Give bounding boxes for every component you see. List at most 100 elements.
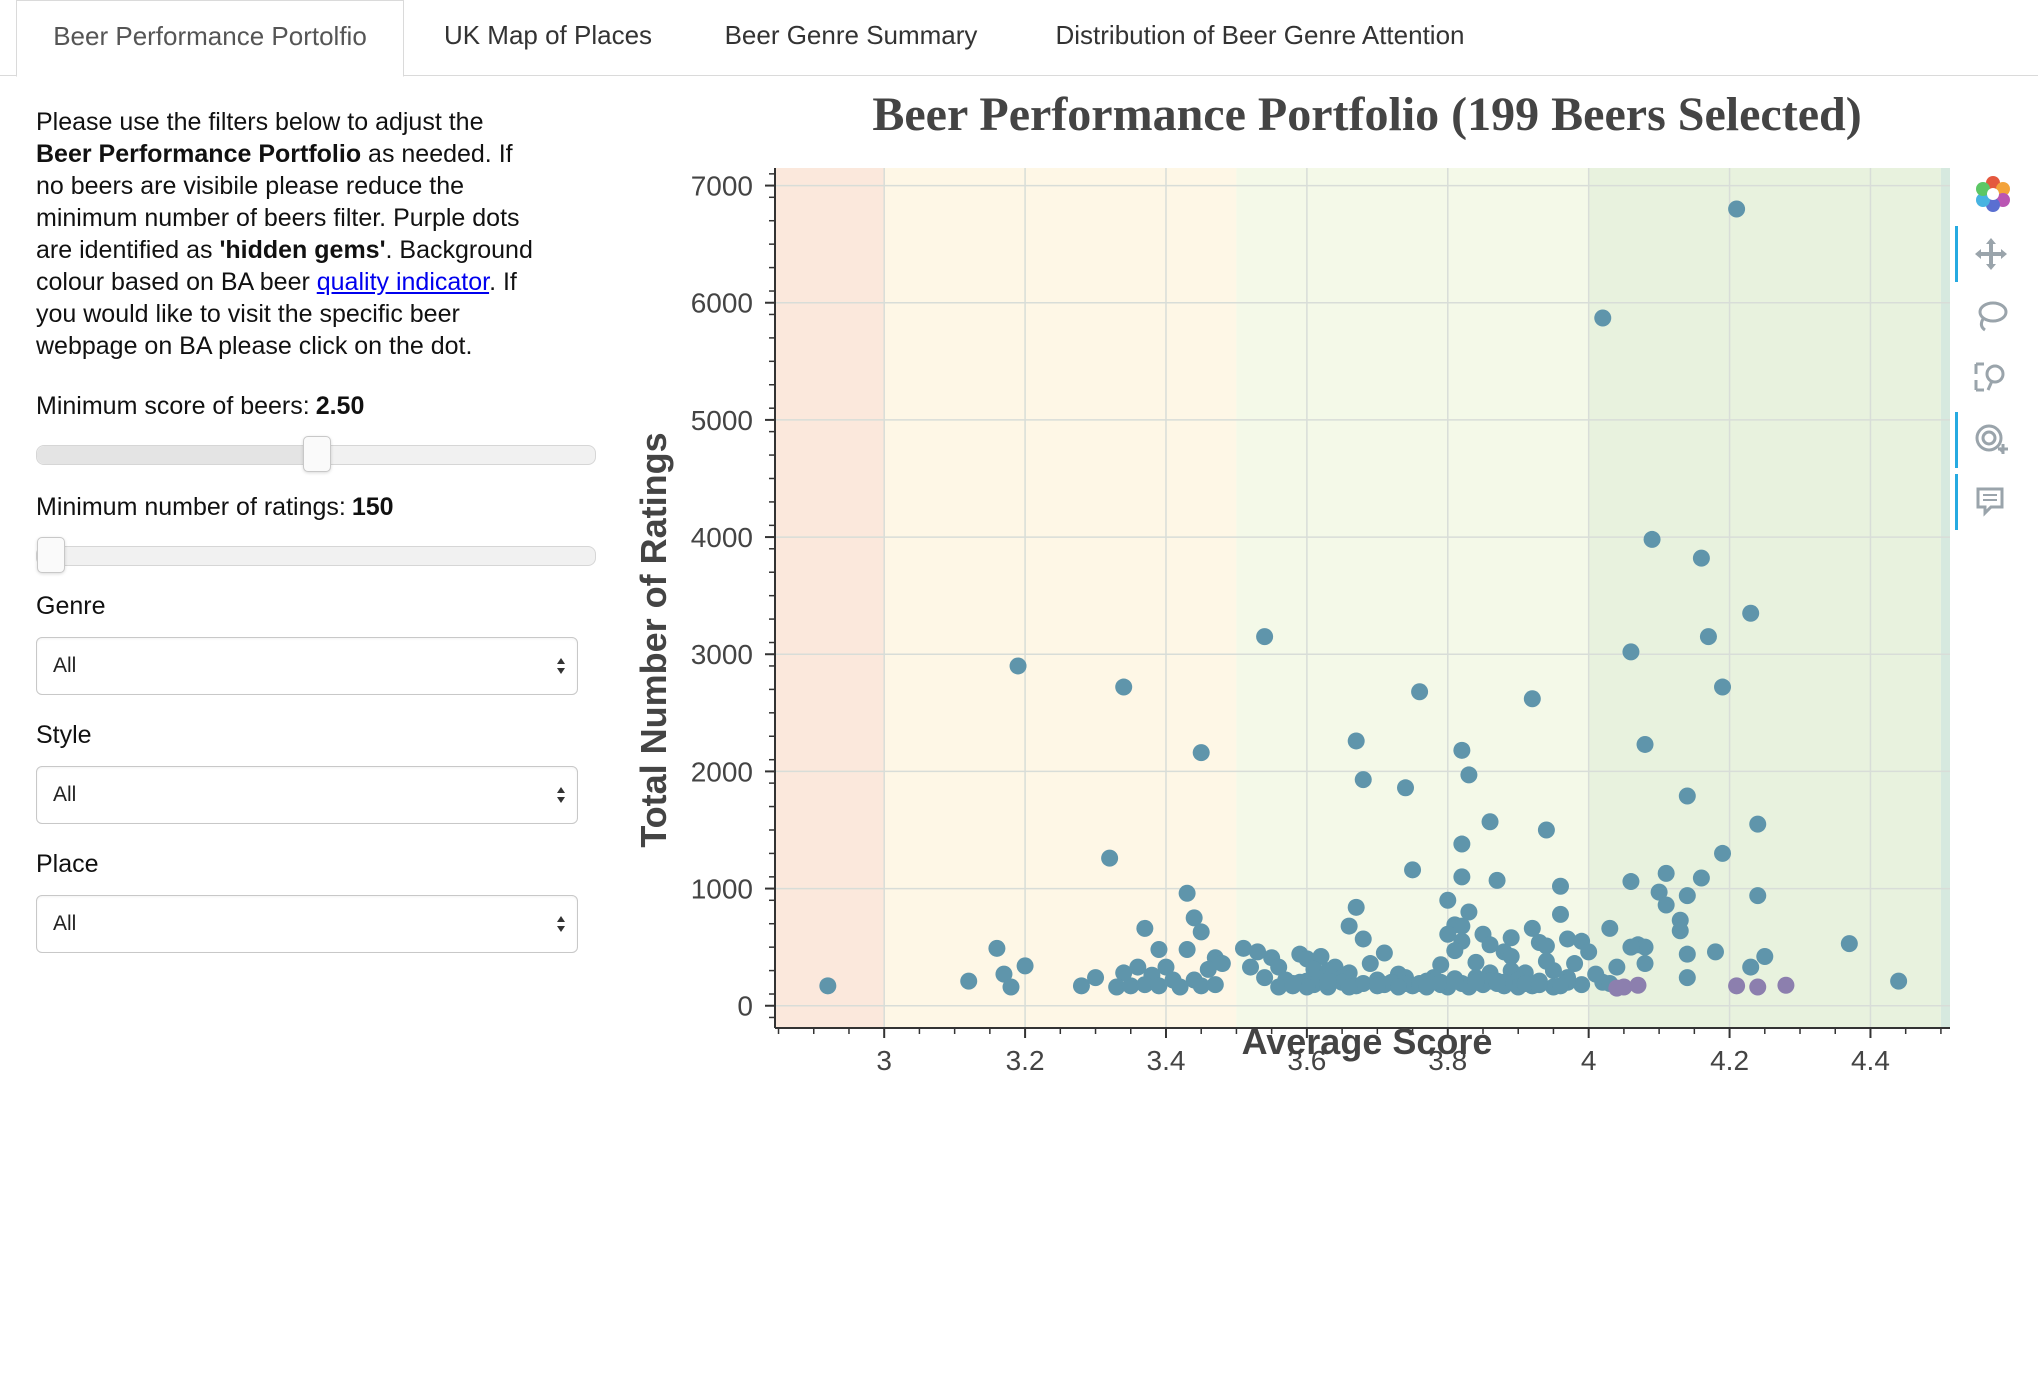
beer-point[interactable] [1467,953,1485,971]
beer-point[interactable] [1481,936,1499,954]
hidden-gem-point[interactable] [1777,976,1795,994]
beer-point[interactable] [1016,957,1034,975]
min-ratings-slider-handle[interactable] [37,537,65,573]
beer-point[interactable] [1375,944,1393,962]
beer-point[interactable] [1453,868,1471,886]
beer-point[interactable] [1087,969,1105,987]
beer-point[interactable] [1544,962,1562,980]
beer-point[interactable] [1432,973,1450,991]
beer-point[interactable] [1523,690,1541,708]
beer-point[interactable] [995,965,1013,983]
beer-point[interactable] [1622,873,1640,891]
place-select[interactable]: All [36,895,578,953]
beer-point[interactable] [1551,877,1569,895]
beer-point[interactable] [1354,771,1372,789]
beer-point[interactable] [1608,958,1626,976]
min-score-slider-handle[interactable] [303,436,331,472]
beer-point[interactable] [1136,976,1154,994]
beer-point[interactable] [960,972,978,990]
tab-beer-performance-portfolio[interactable]: Beer Performance Portolfio [16,0,404,77]
beer-point[interactable] [1298,978,1316,996]
beer-point[interactable] [1481,813,1499,831]
beer-point[interactable] [1551,905,1569,923]
beer-performance-scatter-chart[interactable]: 3 3.2 3.4 3.6 3.8 4 4.2 4.4 0 1000 2000 3000 4000 500… [620,90,1950,1374]
beer-point[interactable] [1312,948,1330,966]
beer-point[interactable] [1206,976,1224,994]
beer-point[interactable] [1150,977,1168,995]
beer-point[interactable] [1742,604,1760,622]
beer-point[interactable] [1488,871,1506,889]
beer-point[interactable] [1340,917,1358,935]
beer-point[interactable] [1559,930,1577,948]
beer-point[interactable] [1453,741,1471,759]
hidden-gem-point[interactable] [1615,978,1633,996]
beer-point[interactable] [1566,955,1584,973]
beer-point[interactable] [1446,972,1464,990]
beer-point[interactable] [1706,943,1724,961]
beer-point[interactable] [1692,869,1710,887]
beer-point[interactable] [1502,948,1520,966]
beer-point[interactable] [1122,977,1140,995]
beer-point[interactable] [1150,940,1168,958]
beer-point[interactable] [1361,955,1379,973]
beer-point[interactable] [1199,960,1217,978]
beer-point[interactable] [1213,955,1231,973]
box-zoom-button[interactable] [1955,346,2011,402]
beer-point[interactable] [1256,969,1274,987]
beer-point[interactable] [1192,977,1210,995]
beer-point[interactable] [1242,958,1260,976]
beer-point[interactable] [1354,930,1372,948]
beer-point[interactable] [1178,884,1196,902]
beer-point[interactable] [1714,678,1732,696]
beer-point[interactable] [1636,938,1654,956]
tab-uk-map-of-places[interactable]: UK Map of Places [443,20,653,50]
beer-point[interactable] [1453,917,1471,935]
beer-point[interactable] [1439,925,1457,943]
beer-point[interactable] [1368,977,1386,995]
style-select[interactable]: All [36,766,578,824]
hidden-gem-point[interactable] [1728,977,1746,995]
beer-point[interactable] [1573,976,1591,994]
tab-distribution-of-beer-genre-attention[interactable]: Distribution of Beer Genre Attention [1055,20,1465,50]
beer-point[interactable] [1340,978,1358,996]
beer-point[interactable] [1354,974,1372,992]
beer-point[interactable] [1657,864,1675,882]
beer-point[interactable] [1523,919,1541,937]
beer-point[interactable] [1650,883,1668,901]
beer-point[interactable] [1537,821,1555,839]
beer-point[interactable] [1256,628,1274,646]
beer-point[interactable] [1115,678,1133,696]
beer-point[interactable] [1516,974,1534,992]
beer-point[interactable] [1460,903,1478,921]
beer-point[interactable] [1171,978,1189,996]
beer-point[interactable] [1749,887,1767,905]
beer-point[interactable] [1530,976,1548,994]
beer-point[interactable] [1657,896,1675,914]
beer-point[interactable] [1072,977,1090,995]
beer-point[interactable] [1460,766,1478,784]
beer-point[interactable] [1692,549,1710,567]
min-score-slider[interactable] [36,436,596,472]
beer-point[interactable] [1537,937,1555,955]
tab-beer-genre-summary[interactable]: Beer Genre Summary [724,20,978,50]
wheel-zoom-button[interactable] [1955,408,2011,468]
beer-point[interactable] [1622,643,1640,661]
beer-point[interactable] [1643,530,1661,548]
beer-point[interactable] [1185,909,1203,927]
beer-point[interactable] [1178,940,1196,958]
beer-point[interactable] [1890,972,1908,990]
beer-point[interactable] [1749,815,1767,833]
beer-point[interactable] [1347,898,1365,916]
beer-point[interactable] [1840,935,1858,953]
beer-point[interactable] [1002,978,1020,996]
beer-point[interactable] [1192,744,1210,762]
min-ratings-slider[interactable] [36,537,596,573]
beer-point[interactable] [1488,974,1506,992]
beer-point[interactable] [1551,977,1569,995]
beer-point[interactable] [1594,309,1612,327]
beer-point[interactable] [819,977,837,995]
beer-point[interactable] [1249,943,1267,961]
beer-point[interactable] [1192,923,1210,941]
beer-point[interactable] [1397,779,1415,797]
beer-point[interactable] [1467,973,1485,991]
